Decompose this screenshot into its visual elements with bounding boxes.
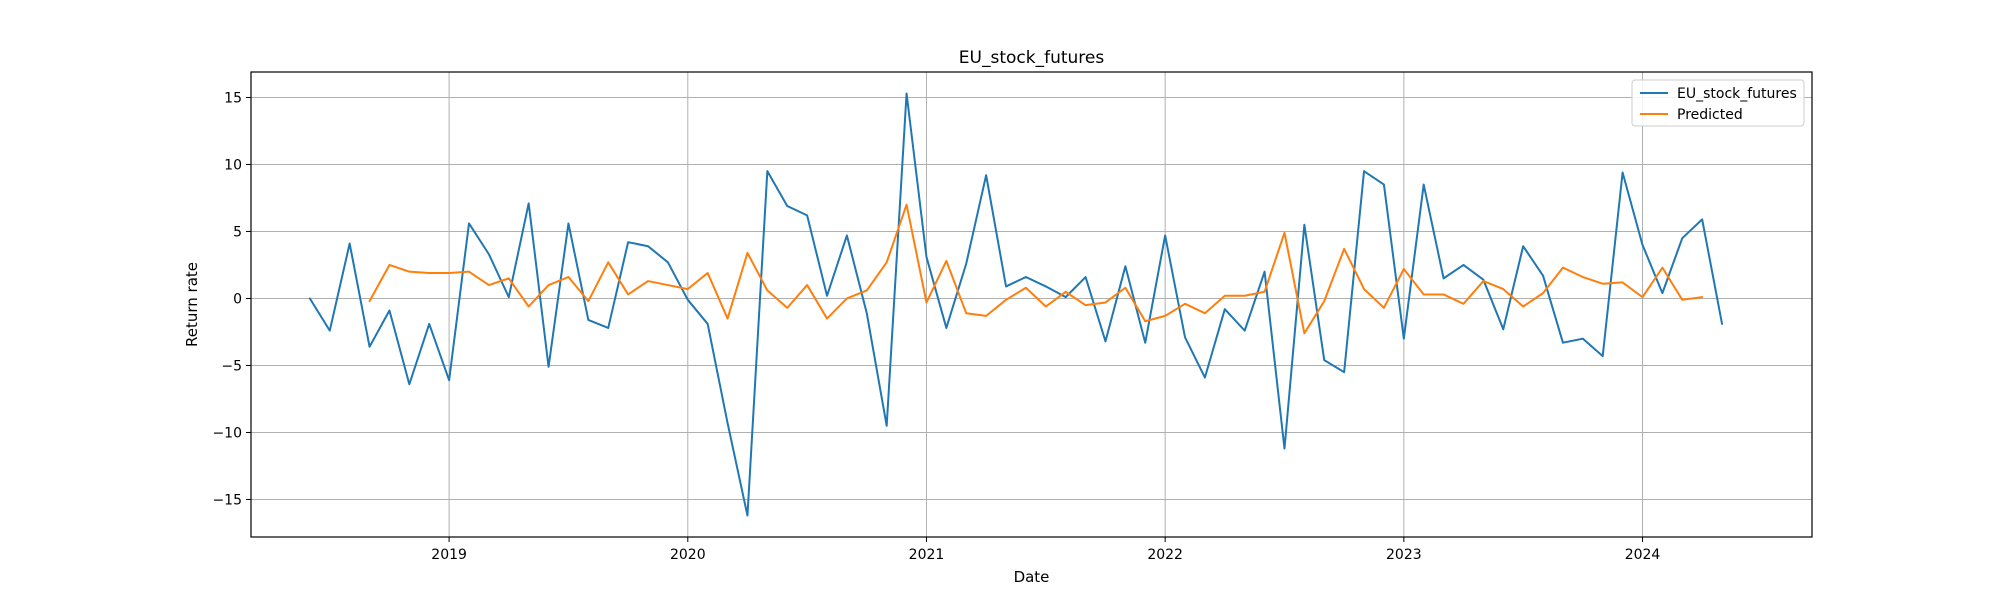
axis-ticks: 2019 2020 2021 2022 2023 2024 15 10 5 0 −5 −10 −15	[212, 90, 1660, 563]
legend-box	[1631, 79, 1805, 127]
x-tick-label: 2021	[909, 547, 945, 563]
x-tick-label: 2024	[1625, 547, 1661, 563]
y-tick-label: 5	[233, 224, 242, 240]
y-tick-label: −15	[212, 492, 242, 508]
grid-lines	[251, 72, 1812, 537]
legend: EU_stock_futures Predicted	[1631, 79, 1805, 127]
series-line-eu-stock-futures	[308, 92, 1724, 517]
x-tick-label: 2022	[1147, 547, 1183, 563]
x-tick-label: 2023	[1386, 547, 1422, 563]
y-tick-label: 10	[224, 157, 242, 173]
x-tick-label: 2019	[431, 547, 467, 563]
plot-frame	[250, 71, 1813, 538]
y-axis-label: Return rate	[183, 262, 201, 347]
x-tick-label: 2020	[670, 547, 706, 563]
series-line-predicted	[368, 203, 1704, 335]
y-tick-label: 0	[233, 291, 242, 307]
y-tick-label: −5	[221, 358, 242, 374]
legend-label: Predicted	[1677, 107, 1743, 123]
y-tick-label: 15	[224, 90, 242, 106]
chart-title: EU_stock_futures	[959, 48, 1105, 68]
y-tick-label: −10	[212, 425, 242, 441]
series-layer	[308, 92, 1724, 517]
x-axis-label: Date	[1014, 568, 1050, 586]
legend-label: EU_stock_futures	[1677, 86, 1797, 102]
